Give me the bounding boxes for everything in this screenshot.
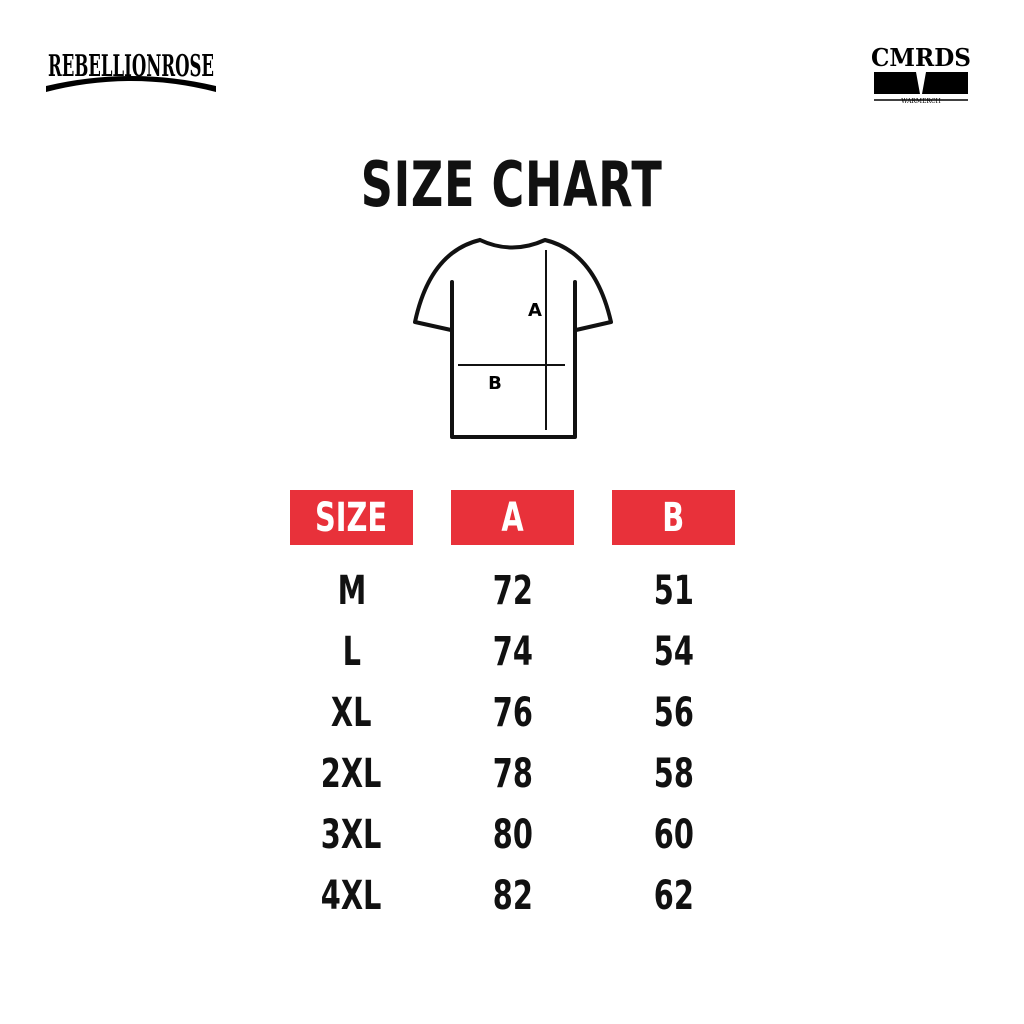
rebellionrose-logo: REBELLIONROSE xyxy=(46,49,216,92)
cell-a: 72 xyxy=(492,568,533,614)
cell-b: 51 xyxy=(653,568,694,614)
cell-size: 2XL xyxy=(321,751,382,797)
cell-a: 82 xyxy=(492,873,533,919)
cell-size: XL xyxy=(331,690,372,736)
cell-b: 62 xyxy=(653,873,694,919)
svg-text:CMRDS: CMRDS xyxy=(871,43,971,72)
cell-size: 4XL xyxy=(321,873,382,919)
cell-size: L xyxy=(342,629,361,675)
cell-b: 54 xyxy=(653,629,694,675)
svg-text:WARMERCH: WARMERCH xyxy=(901,98,941,104)
cell-a: 74 xyxy=(492,629,533,675)
cell-size: M xyxy=(337,568,366,614)
cell-a: 78 xyxy=(492,751,533,797)
tshirt-diagram: A B xyxy=(413,238,613,439)
header-size: SIZE xyxy=(290,490,413,545)
header-a: A xyxy=(451,490,574,545)
cell-b: 58 xyxy=(653,751,694,797)
label-b: B xyxy=(488,373,502,394)
cell-size: 3XL xyxy=(321,812,382,858)
cell-a: 76 xyxy=(492,690,533,736)
cmrds-logo: CMRDS WARMERCH xyxy=(871,43,971,104)
cell-b: 56 xyxy=(653,690,694,736)
tshirt-outline xyxy=(413,238,613,439)
page-title: SIZE CHART xyxy=(361,148,663,221)
cell-b: 60 xyxy=(653,812,694,858)
cell-a: 80 xyxy=(492,812,533,858)
header-b: B xyxy=(612,490,735,545)
label-a: A xyxy=(528,300,542,321)
